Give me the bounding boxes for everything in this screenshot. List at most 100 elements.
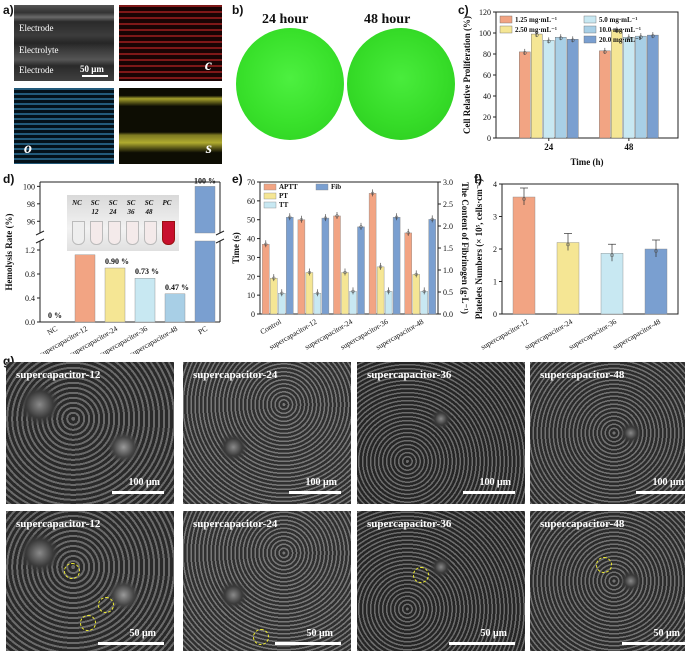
x-tick-label: supercapacitor-48 — [611, 317, 662, 352]
bar — [412, 274, 420, 315]
bar — [600, 253, 624, 315]
sem-image-2-1: supercapacitor-12 50 μm — [6, 511, 174, 651]
data-point — [315, 291, 320, 295]
y-tick-label-right: 2.5 — [443, 200, 453, 209]
scale-bar-a — [82, 75, 108, 77]
bar — [635, 35, 647, 139]
culture-dish-24h — [236, 28, 344, 140]
platelet-marker — [413, 567, 429, 583]
y-tick-label-right: 2.0 — [443, 222, 453, 231]
data-point — [272, 276, 276, 280]
y-tick-label: 120 — [479, 8, 491, 17]
y-axis-label: Cell Relative Proliferation (%) — [462, 16, 472, 134]
platelet-marker — [253, 629, 269, 645]
y-tick-label-right: 1.0 — [443, 266, 453, 275]
bar — [262, 244, 270, 315]
platelet-marker — [98, 597, 114, 613]
y-tick-label: 70 — [247, 178, 255, 187]
y-tick-label: 96 — [27, 217, 35, 226]
bar — [368, 193, 377, 315]
sem-image-2-4: supercapacitor-48 50 μm — [530, 511, 685, 651]
legend-entry: Fib — [331, 183, 341, 191]
bar — [420, 291, 428, 315]
scale-bar — [275, 642, 341, 645]
tube-photo-inset — [67, 195, 179, 251]
bar — [519, 51, 531, 139]
axis-break — [215, 238, 225, 244]
sem-sample-label: supercapacitor-36 — [367, 518, 452, 530]
y-tick-label: 40 — [483, 92, 491, 101]
data-point — [288, 215, 292, 219]
eds-map-carbon: c — [119, 5, 222, 81]
y-tick-label: 0 — [493, 310, 497, 319]
bar — [104, 267, 126, 323]
x-tick-label: 24 — [544, 142, 554, 152]
bar — [278, 293, 286, 315]
bar — [599, 50, 611, 139]
eds-map-oxygen: o — [14, 88, 114, 164]
bar — [647, 34, 659, 139]
element-letter-o: o — [24, 140, 32, 157]
sem-sample-label: supercapacitor-24 — [193, 518, 278, 530]
tube-nc — [72, 221, 85, 245]
legend-swatch — [583, 25, 597, 34]
legend-entry: APTT — [279, 183, 298, 191]
bar — [512, 196, 536, 315]
bar — [194, 240, 216, 323]
x-tick-label: supercapacitor-36 — [567, 317, 618, 352]
bar — [333, 215, 341, 315]
data-point — [307, 270, 312, 275]
legend-entry: TT — [279, 201, 289, 209]
scale-bar — [112, 491, 164, 494]
legend-swatch — [499, 25, 513, 34]
sem-sample-label: supercapacitor-48 — [540, 369, 625, 381]
data-point — [610, 253, 614, 258]
data-point — [359, 225, 363, 229]
scale-label: 100 μm — [305, 477, 338, 488]
scale-label: 50 μm — [129, 628, 157, 639]
y-tick-label-right: 3.0 — [443, 178, 453, 187]
x-tick-label: NC — [45, 324, 59, 337]
tube-sc24 — [108, 221, 121, 245]
legend-entry: PT — [279, 192, 288, 200]
y-tick-label: 1.2 — [25, 246, 35, 255]
y-tick-label-right: 0.0 — [443, 310, 453, 319]
axis-break — [35, 230, 45, 236]
y-tick-label-right: 1.5 — [443, 244, 453, 253]
sem-image-1-2: supercapacitor-24 100 μm — [183, 362, 351, 504]
scale-label: 100 μm — [128, 477, 161, 488]
legend-swatch — [263, 192, 277, 200]
scale-label: 50 μm — [306, 628, 334, 639]
y-tick-label: 60 — [247, 197, 255, 206]
y-tick-label: 0.4 — [25, 294, 35, 303]
bar — [531, 33, 543, 139]
bar — [313, 293, 322, 315]
x-tick-label: 48 — [624, 142, 634, 152]
y-tick-label: 50 — [247, 216, 255, 225]
y-axis-label: Hemolysis Rate (%) — [4, 214, 14, 291]
panel-label-d: d) — [3, 172, 15, 186]
legend-swatch — [263, 201, 277, 209]
bar — [384, 291, 393, 315]
tube-label: NC — [71, 199, 82, 207]
data-point — [280, 291, 284, 295]
y-tick-label: 1 — [493, 278, 497, 287]
element-letter-s: s — [205, 140, 212, 157]
legend-swatch — [315, 183, 329, 191]
chart-e: 0 10 20 30 40 50 60 70 0.0 0.5 1.0 1.5 2.0 2.5 3.0 Time… — [231, 178, 470, 352]
data-point — [370, 191, 375, 195]
scale-bar — [289, 491, 341, 494]
data-label: 0.73 % — [135, 267, 159, 276]
bar — [376, 266, 385, 315]
data-point — [422, 289, 426, 294]
scale-label: 100 μm — [479, 477, 512, 488]
y-tick-label: 0 — [251, 310, 255, 319]
scale-bar — [98, 642, 164, 645]
culture-dish-48h — [347, 28, 455, 140]
bar — [428, 219, 436, 315]
bar — [611, 29, 623, 139]
bar — [305, 272, 314, 315]
data-point — [651, 34, 655, 38]
chart-f: 0 1 2 3 4 Platelets Numbers (× 10⁵, cells·cm⁻… — [474, 179, 679, 352]
